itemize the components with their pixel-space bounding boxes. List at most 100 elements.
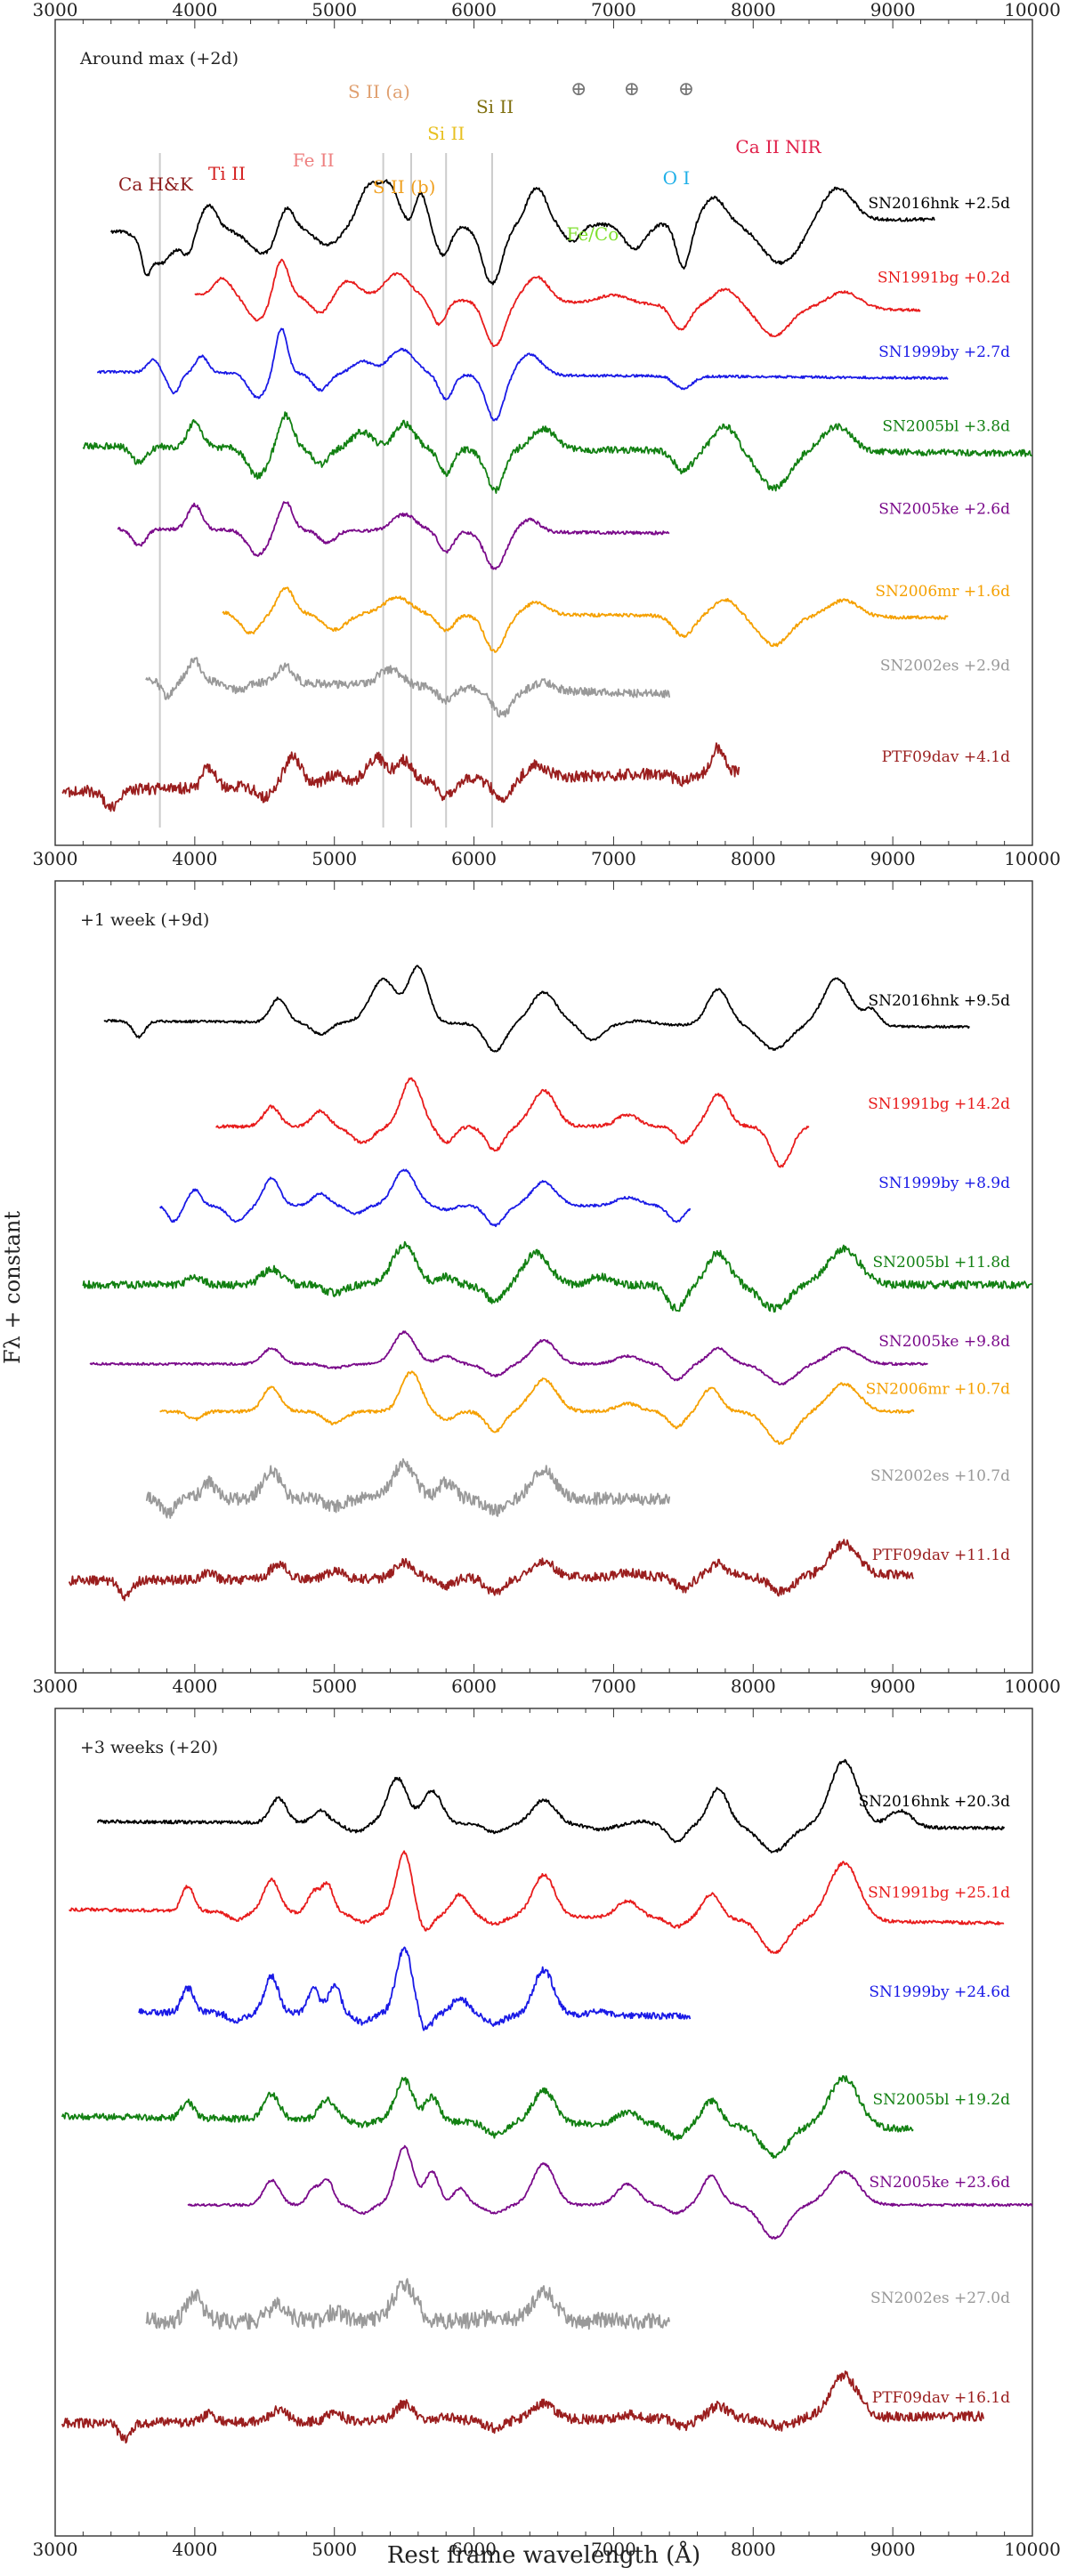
series-label: SN2016hnk +9.5d <box>868 992 1010 1010</box>
spectrum-line <box>69 1850 1005 1954</box>
spectrum-line <box>89 1330 928 1386</box>
x-tick-label: 10000 <box>1004 2539 1061 2560</box>
y-axis-label: Fλ + constant <box>0 1211 25 1364</box>
series-label: SN1999by +8.9d <box>878 1175 1010 1192</box>
x-tick-label: 5000 <box>312 848 357 869</box>
series-label: SN2002es +2.9d <box>880 658 1010 675</box>
panel-title: Around max (+2d) <box>79 49 239 69</box>
x-tick-label: 5000 <box>312 1676 357 1697</box>
series-label: SN1991bg +25.1d <box>868 1885 1010 1902</box>
x-tick-label-top: 5000 <box>312 0 357 20</box>
x-tick-label: 5000 <box>312 2539 357 2560</box>
line-id-label: S II (a) <box>348 81 410 102</box>
x-tick-label-top: 3000 <box>33 0 78 20</box>
panel-3: 3000 4000 5000 6000 7000 8000 9000 10000 +3 week… <box>33 1708 1061 2560</box>
x-tick-label: 8000 <box>731 848 776 869</box>
line-id-label: Ti II <box>208 163 246 184</box>
spectrum-line <box>158 1168 692 1228</box>
x-tick-label: 4000 <box>172 1676 217 1697</box>
x-tick-label: 3000 <box>33 2539 78 2560</box>
x-tick-label: 8000 <box>731 1676 776 1697</box>
x-tick-label-top: 10000 <box>1004 0 1061 20</box>
spectrum-line <box>68 1538 915 1602</box>
spectrum-line <box>82 1240 1033 1313</box>
spectrum-line <box>61 2075 914 2160</box>
x-tick-label: 9000 <box>870 1676 916 1697</box>
series-label: SN2002es +10.7d <box>870 1467 1010 1485</box>
series-label: SN2005ke +2.6d <box>878 500 1010 518</box>
spectrum-line <box>82 411 1032 494</box>
x-tick-label: 3000 <box>33 1676 78 1697</box>
x-axis-label: Rest frame wavelength (Å) <box>387 2540 700 2569</box>
line-id-label: S II (b) <box>373 176 436 198</box>
spectrum-line <box>103 965 970 1053</box>
spectrum-line <box>145 2278 671 2330</box>
series-label: SN1991bg +0.2d <box>878 270 1010 287</box>
series-label: PTF09dav +16.1d <box>872 2389 1010 2407</box>
spectrum-line <box>194 258 921 348</box>
series-label: SN1999by +24.6d <box>869 1983 1010 2001</box>
series-label: SN2005ke +9.8d <box>878 1333 1010 1351</box>
x-tick-label: 6000 <box>451 1676 497 1697</box>
series-label: SN2016hnk +20.3d <box>859 1793 1010 1811</box>
x-tick-label: 8000 <box>731 2539 776 2560</box>
x-tick-label: 6000 <box>451 2539 497 2560</box>
x-tick-label: 6000 <box>451 848 497 869</box>
spectrum-line <box>222 586 949 653</box>
x-tick-label: 9000 <box>870 2539 916 2560</box>
x-tick-label: 3000 <box>33 848 78 869</box>
telluric-symbol: ⊕ <box>624 78 640 101</box>
spectrum-line <box>117 501 670 570</box>
x-tick-label: 9000 <box>870 848 916 869</box>
spectrum-line <box>138 1946 692 2031</box>
series-label: SN2002es +27.0d <box>870 2289 1010 2307</box>
line-id-label: Si II <box>476 96 514 117</box>
x-tick-label-top: 4000 <box>172 0 217 20</box>
spectrum-line <box>96 1758 1006 1853</box>
spectrum-line <box>145 657 671 718</box>
x-tick-label-top: 7000 <box>591 0 636 20</box>
panel-title: +1 week (+9d) <box>80 910 209 930</box>
spectrum-line <box>215 1077 810 1168</box>
spectrum-line <box>61 2370 984 2444</box>
line-id-label: Fe II <box>293 149 335 171</box>
x-tick-label: 7000 <box>591 2539 636 2560</box>
spectrum-line <box>159 1370 915 1445</box>
x-tick-label-top: 6000 <box>451 0 497 20</box>
series-label: SN2005bl +3.8d <box>882 418 1010 436</box>
x-tick-label: 4000 <box>172 2539 217 2560</box>
series-label: SN2005ke +23.6d <box>869 2174 1010 2192</box>
line-id-label: Ca II NIR <box>735 136 821 157</box>
panel-frame <box>54 19 1033 846</box>
series-label: SN2005bl +19.2d <box>873 2091 1011 2109</box>
panel-title: +3 weeks (+20) <box>80 1738 218 1757</box>
line-id-label: Si II <box>427 123 465 144</box>
series-label: SN2006mr +10.7d <box>866 1380 1011 1398</box>
series-label: SN2005bl +11.8d <box>873 1254 1011 1272</box>
x-tick-label-top: 8000 <box>731 0 776 20</box>
telluric-symbol: ⊕ <box>678 78 694 101</box>
panel-frame <box>54 880 1033 1674</box>
line-id-label: Fe/Co <box>567 223 619 245</box>
line-id-label: Ca H&K <box>118 174 194 195</box>
spectrum-line <box>97 327 949 422</box>
line-id-label: O I <box>663 167 691 189</box>
x-tick-label: 10000 <box>1004 848 1061 869</box>
series-label: PTF09dav +4.1d <box>882 748 1011 766</box>
x-tick-label: 7000 <box>591 848 636 869</box>
telluric-symbol: ⊕ <box>570 78 587 101</box>
panel-frame <box>54 1708 1033 2537</box>
spectrum-line <box>109 179 935 286</box>
x-tick-label: 7000 <box>591 1676 636 1697</box>
spectrum-line <box>61 742 740 812</box>
series-label: PTF09dav +11.1d <box>872 1546 1010 1564</box>
series-label: SN2016hnk +2.5d <box>868 195 1010 213</box>
x-tick-label: 10000 <box>1004 1676 1061 1697</box>
panel-2: 3000 4000 5000 6000 7000 8000 9000 10000 +1 week… <box>33 880 1061 1697</box>
series-label: SN2006mr +1.6d <box>875 583 1010 601</box>
series-label: SN1999by +2.7d <box>878 343 1010 361</box>
panel-1: 3000 4000 5000 6000 7000 8000 9000 10000 3000 400… <box>33 0 1061 869</box>
series-label: SN1991bg +14.2d <box>868 1095 1010 1113</box>
x-tick-label: 4000 <box>172 848 217 869</box>
